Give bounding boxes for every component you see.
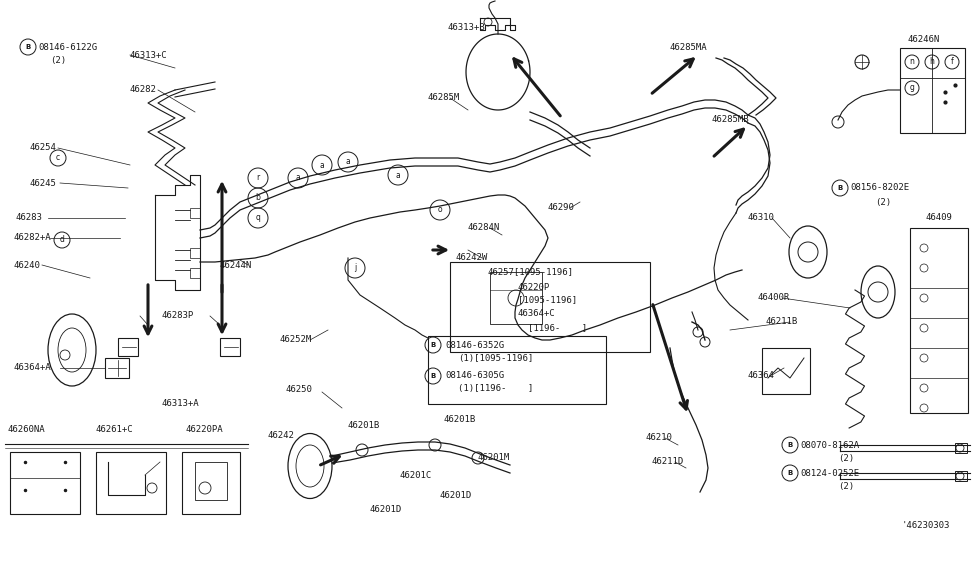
Text: 46364: 46364 (748, 371, 775, 379)
Text: 46313+C: 46313+C (130, 50, 168, 59)
Text: B: B (430, 373, 436, 379)
Bar (10, 452, 80, 514)
Text: f: f (951, 58, 954, 66)
Text: 46285MA: 46285MA (670, 44, 708, 53)
Text: 46201B: 46201B (444, 415, 476, 424)
Text: 46250: 46250 (285, 385, 312, 395)
Text: 46246N: 46246N (908, 36, 940, 45)
Text: B: B (788, 442, 793, 448)
Text: 46409: 46409 (925, 213, 952, 222)
Bar (450, 262, 650, 352)
Text: d: d (59, 235, 64, 245)
Text: 08070-8162A: 08070-8162A (800, 440, 859, 449)
Bar (195, 462, 227, 500)
Text: B: B (25, 44, 30, 50)
Bar (105, 358, 129, 378)
Text: 46400R: 46400R (758, 294, 791, 302)
Text: a: a (320, 161, 325, 169)
Bar (96, 452, 166, 514)
Text: [1196-    ]: [1196- ] (528, 324, 587, 332)
Bar (182, 452, 240, 514)
Text: 46220PA: 46220PA (185, 426, 222, 435)
Text: 46201B: 46201B (348, 422, 380, 431)
Text: a: a (345, 157, 350, 166)
Text: 46285MB: 46285MB (712, 115, 750, 125)
Text: 08146-6122G: 08146-6122G (38, 42, 98, 52)
Text: 46210: 46210 (645, 434, 672, 443)
Text: b: b (255, 194, 260, 203)
Bar (762, 348, 810, 394)
Bar (910, 228, 968, 413)
Bar (190, 268, 200, 278)
Bar (190, 208, 200, 218)
Text: (2): (2) (50, 55, 66, 65)
Text: 46364+C: 46364+C (518, 310, 556, 319)
Text: B: B (838, 185, 842, 191)
Text: 46201D: 46201D (370, 505, 403, 514)
Text: (2): (2) (875, 198, 891, 207)
Text: [1095-1196]: [1095-1196] (518, 295, 577, 305)
Text: (1)[1196-    ]: (1)[1196- ] (458, 384, 533, 393)
Text: B: B (430, 342, 436, 348)
Text: o: o (438, 205, 443, 215)
Bar (220, 338, 240, 356)
Text: a: a (295, 174, 300, 182)
Bar (900, 48, 965, 133)
Text: 46313+B: 46313+B (448, 24, 486, 32)
Text: 46260NA: 46260NA (8, 426, 46, 435)
Text: 46242W: 46242W (455, 254, 488, 263)
Text: (1)[1095-1196]: (1)[1095-1196] (458, 354, 533, 362)
Text: 46313+A: 46313+A (162, 400, 200, 409)
Text: 46244N: 46244N (220, 260, 253, 269)
Text: 46290: 46290 (548, 204, 575, 212)
Text: 46211B: 46211B (765, 318, 798, 327)
Text: 46252M: 46252M (280, 336, 312, 345)
Text: a: a (396, 170, 401, 179)
Text: 46242: 46242 (268, 431, 294, 440)
Text: (2): (2) (838, 453, 854, 462)
Text: 46364+A: 46364+A (13, 363, 51, 372)
Text: 46240: 46240 (13, 260, 40, 269)
Text: 46220P: 46220P (518, 284, 550, 293)
Text: r: r (256, 174, 259, 182)
Text: 46201D: 46201D (440, 491, 472, 500)
Text: 46284N: 46284N (468, 224, 500, 233)
Text: B: B (788, 470, 793, 476)
Text: 08124-0252E: 08124-0252E (800, 469, 859, 478)
Text: 08146-6305G: 08146-6305G (445, 371, 504, 380)
Text: g: g (910, 84, 915, 92)
Text: h: h (929, 58, 934, 66)
Text: 08156-8202E: 08156-8202E (850, 183, 909, 192)
Text: j: j (354, 264, 356, 272)
Bar (490, 272, 542, 324)
Text: (2): (2) (838, 482, 854, 491)
Text: 46282: 46282 (130, 85, 157, 95)
Bar (118, 338, 138, 356)
Text: 08146-6352G: 08146-6352G (445, 341, 504, 349)
Text: 46257[1095-1196]: 46257[1095-1196] (488, 268, 574, 277)
Bar (955, 443, 967, 453)
Text: 46211D: 46211D (652, 457, 684, 466)
Text: 46283: 46283 (15, 213, 42, 222)
Text: 46245: 46245 (30, 178, 57, 187)
Text: '46230303: '46230303 (902, 521, 951, 530)
Text: 46310: 46310 (748, 213, 775, 222)
Text: c: c (56, 153, 60, 162)
Text: 46261+C: 46261+C (95, 426, 133, 435)
Text: 46201C: 46201C (400, 471, 432, 481)
Bar (955, 471, 967, 481)
Bar (190, 248, 200, 258)
Text: 46283P: 46283P (162, 311, 194, 320)
Text: n: n (910, 58, 915, 66)
Text: 46285M: 46285M (428, 93, 460, 102)
Text: 46254: 46254 (30, 144, 57, 152)
Text: 46201M: 46201M (478, 453, 510, 462)
Text: 46282+A: 46282+A (13, 234, 51, 242)
Bar (428, 336, 606, 404)
Text: q: q (255, 213, 260, 222)
